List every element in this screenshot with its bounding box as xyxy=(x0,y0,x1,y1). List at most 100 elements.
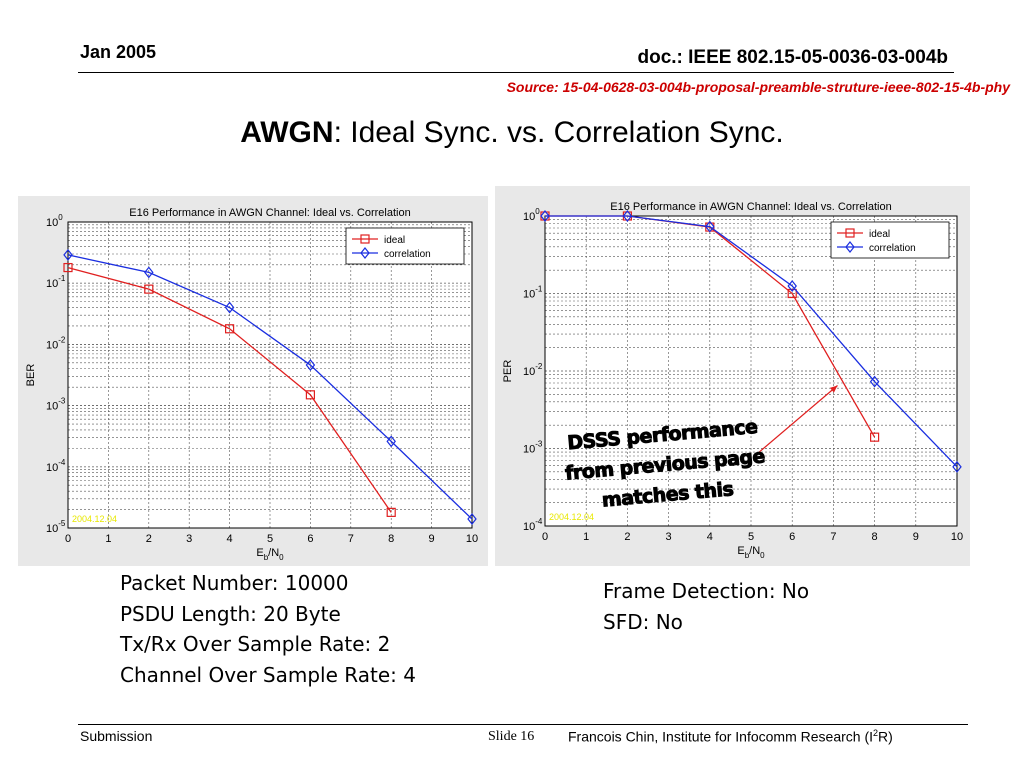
data-point-correlation xyxy=(787,280,797,292)
y-axis-label: PER xyxy=(502,360,514,383)
footer-author-main: Francois Chin, Institute for Infocomm Re… xyxy=(568,728,873,745)
date-stamp: 2004.12.04 xyxy=(549,512,594,522)
ber-chart: E16 Performance in AWGN Channel: Ideal v… xyxy=(18,196,488,566)
per-chart-svg: E16 Performance in AWGN Channel: Ideal v… xyxy=(495,186,970,566)
x-tick-label: 7 xyxy=(830,531,836,543)
legend-label: ideal xyxy=(869,229,890,240)
data-point-correlation xyxy=(305,359,316,371)
series-line-correlation xyxy=(67,254,473,520)
date-stamp: 2004.12.04 xyxy=(72,514,117,524)
y-tick-label: 10-1 xyxy=(523,285,543,301)
param-channel-oversample: Channel Over Sample Rate: 4 xyxy=(120,662,416,687)
x-axis-label: Eb/N0 xyxy=(737,545,765,560)
footer-submission: Submission xyxy=(80,728,153,744)
footer-author-end: R) xyxy=(878,728,893,745)
footer-author: Francois Chin, Institute for Infocomm Re… xyxy=(568,728,893,745)
y-tick-label: 10-2 xyxy=(46,335,66,351)
param-psdu-length: PSDU Length: 20 Byte xyxy=(120,601,341,626)
x-tick-label: 2 xyxy=(146,533,152,545)
y-tick-label: 100 xyxy=(46,213,63,229)
x-tick-label: 3 xyxy=(186,533,192,545)
x-tick-label: 8 xyxy=(388,533,394,545)
x-tick-label: 10 xyxy=(466,533,478,545)
right-params: Frame Detection: No SFD: No xyxy=(603,576,809,637)
x-tick-label: 3 xyxy=(666,531,672,543)
footer-slide-number: Slide 16 xyxy=(488,729,535,744)
x-tick-label: 2 xyxy=(624,531,630,543)
param-sfd: SFD: No xyxy=(603,609,683,634)
chart-title: E16 Performance in AWGN Channel: Ideal v… xyxy=(610,201,891,213)
param-frame-detection: Frame Detection: No xyxy=(603,579,810,603)
slide-title-rest: : Ideal Sync. vs. Correlation Sync. xyxy=(333,116,784,149)
x-tick-label: 4 xyxy=(227,533,233,545)
data-point-correlation xyxy=(224,301,235,314)
data-point-ideal xyxy=(144,284,154,294)
slide-title-bold: AWGN xyxy=(240,116,334,149)
x-tick-label: 0 xyxy=(542,531,548,543)
legend-label: correlation xyxy=(869,243,916,254)
x-tick-label: 1 xyxy=(105,533,111,545)
y-tick-label: 10-3 xyxy=(523,440,543,456)
annotation-arrow-head xyxy=(829,385,838,393)
data-point-correlation xyxy=(386,435,396,448)
data-point-correlation xyxy=(869,375,880,388)
data-point-ideal xyxy=(386,507,396,517)
data-point-correlation xyxy=(540,210,550,222)
x-tick-label: 7 xyxy=(348,533,354,545)
data-point-ideal xyxy=(63,262,73,273)
header-source: Source: 15-04-0628-03-004b-proposal-prea… xyxy=(506,79,1010,95)
header-date: Jan 2005 xyxy=(80,42,157,62)
y-tick-label: 100 xyxy=(523,207,540,223)
x-tick-label: 8 xyxy=(872,531,878,543)
chart-axes-box xyxy=(544,215,958,527)
data-point-correlation xyxy=(467,513,477,526)
legend-label: ideal xyxy=(384,235,405,246)
left-params: Packet Number: 10000 PSDU Length: 20 Byt… xyxy=(120,568,416,690)
x-tick-label: 1 xyxy=(583,531,589,543)
chart-axes-box xyxy=(67,221,473,529)
series-line-ideal xyxy=(67,266,392,513)
x-tick-label: 5 xyxy=(267,533,273,545)
chart-title: E16 Performance in AWGN Channel: Ideal v… xyxy=(129,207,410,219)
legend-swatch-marker xyxy=(360,234,370,244)
x-tick-label: 0 xyxy=(65,533,71,545)
series-line-correlation xyxy=(545,215,958,468)
legend-swatch-marker xyxy=(360,247,370,259)
param-tx-rx-oversample: Tx/Rx Over Sample Rate: 2 xyxy=(120,632,391,656)
param-packet-number: Packet Number: 10000 xyxy=(120,571,349,595)
x-tick-label: 4 xyxy=(707,531,713,543)
data-point-ideal xyxy=(225,324,235,334)
slide-title: AWGN: Ideal Sync. vs. Correlation Sync. xyxy=(0,116,1024,150)
data-point-correlation xyxy=(952,460,962,473)
data-point-ideal xyxy=(787,288,797,299)
header-doc-id: doc.: IEEE 802.15-05-0036-03-004b xyxy=(637,47,948,68)
data-point-ideal xyxy=(305,390,315,400)
ber-chart-svg: E16 Performance in AWGN Channel: Ideal v… xyxy=(18,196,488,566)
data-point-correlation xyxy=(622,210,633,222)
x-tick-label: 5 xyxy=(748,531,754,543)
y-tick-label: 10-2 xyxy=(523,362,543,378)
legend-label: correlation xyxy=(384,249,431,260)
header-divider xyxy=(78,72,954,73)
data-point-correlation xyxy=(144,266,154,279)
per-chart: E16 Performance in AWGN Channel: Ideal v… xyxy=(495,186,970,566)
y-tick-label: 10-4 xyxy=(46,458,66,474)
x-tick-label: 6 xyxy=(307,533,313,545)
x-axis-label: Eb/N0 xyxy=(256,547,284,562)
footer-author-sup: 2 xyxy=(873,728,879,738)
x-tick-label: 9 xyxy=(429,533,435,545)
legend-swatch-marker xyxy=(845,228,855,238)
y-tick-label: 10-1 xyxy=(46,274,66,290)
x-tick-label: 9 xyxy=(913,531,919,543)
legend-swatch-marker xyxy=(845,241,855,253)
y-tick-label: 10-4 xyxy=(523,517,543,533)
x-tick-label: 10 xyxy=(951,531,963,543)
annotation-arrow-line xyxy=(758,385,838,453)
data-point-correlation xyxy=(705,220,715,233)
y-tick-label: 10-5 xyxy=(46,519,66,535)
x-tick-label: 6 xyxy=(789,531,795,543)
footer-divider xyxy=(78,724,968,725)
y-axis-label: BER xyxy=(25,364,37,387)
data-point-correlation xyxy=(63,248,73,261)
data-point-ideal xyxy=(870,432,880,442)
